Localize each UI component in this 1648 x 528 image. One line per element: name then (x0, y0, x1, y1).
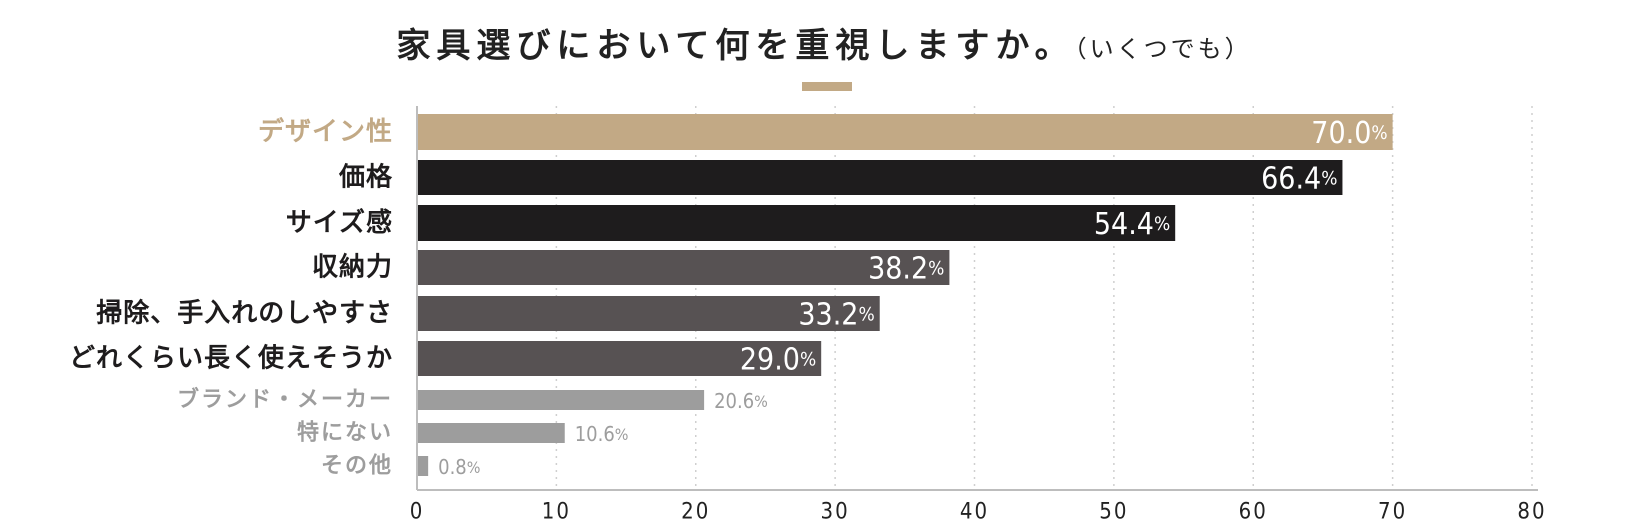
title-main: 家具選びにおいて何を重視しますか。 (396, 26, 1075, 66)
category-label: デザイン性 (258, 116, 393, 147)
x-tick-label: 50 (1099, 500, 1128, 525)
x-tick-label: 20 (681, 500, 710, 525)
category-label: その他 (321, 454, 393, 479)
x-tick-label: 60 (1239, 500, 1268, 525)
x-tick-label: 70 (1378, 500, 1407, 525)
category-label: 収納力 (312, 252, 393, 283)
x-tick-label: 40 (960, 500, 989, 525)
data-label: 29.0% (740, 342, 816, 377)
bar (417, 114, 1393, 150)
data-label: 54.4% (1094, 207, 1170, 242)
x-tick-label: 30 (821, 500, 850, 525)
data-label: 33.2% (798, 297, 874, 332)
bar (417, 250, 950, 285)
data-label: 10.6% (575, 422, 629, 446)
chart-title: 家具選びにおいて何を重視しますか。（いくつでも） (0, 18, 1648, 67)
category-label: 特にない (297, 420, 393, 446)
title-subtitle: （いくつでも） (1074, 35, 1252, 63)
category-label: サイズ感 (286, 207, 393, 238)
category-label: どれくらい長く使えそうか (69, 344, 393, 374)
x-tick-label: 10 (542, 500, 571, 525)
bar (417, 296, 880, 331)
bar (417, 423, 565, 443)
bar (417, 390, 705, 410)
category-label: 掃除、手入れのしやすさ (96, 298, 393, 329)
x-tick-label: 80 (1517, 500, 1546, 525)
bar (417, 456, 429, 476)
category-label: 価格 (338, 162, 393, 193)
bar (417, 160, 1343, 195)
bar (417, 341, 822, 376)
data-label: 20.6% (714, 389, 768, 413)
data-label: 66.4% (1261, 161, 1337, 196)
x-tick-label: 0 (410, 500, 425, 525)
data-label: 38.2% (868, 251, 944, 286)
title-accent-line (802, 82, 852, 91)
data-label: 0.8% (438, 455, 480, 479)
bar (417, 205, 1176, 241)
data-label: 70.0% (1311, 116, 1387, 151)
category-label: ブランド・メーカー (177, 387, 393, 413)
